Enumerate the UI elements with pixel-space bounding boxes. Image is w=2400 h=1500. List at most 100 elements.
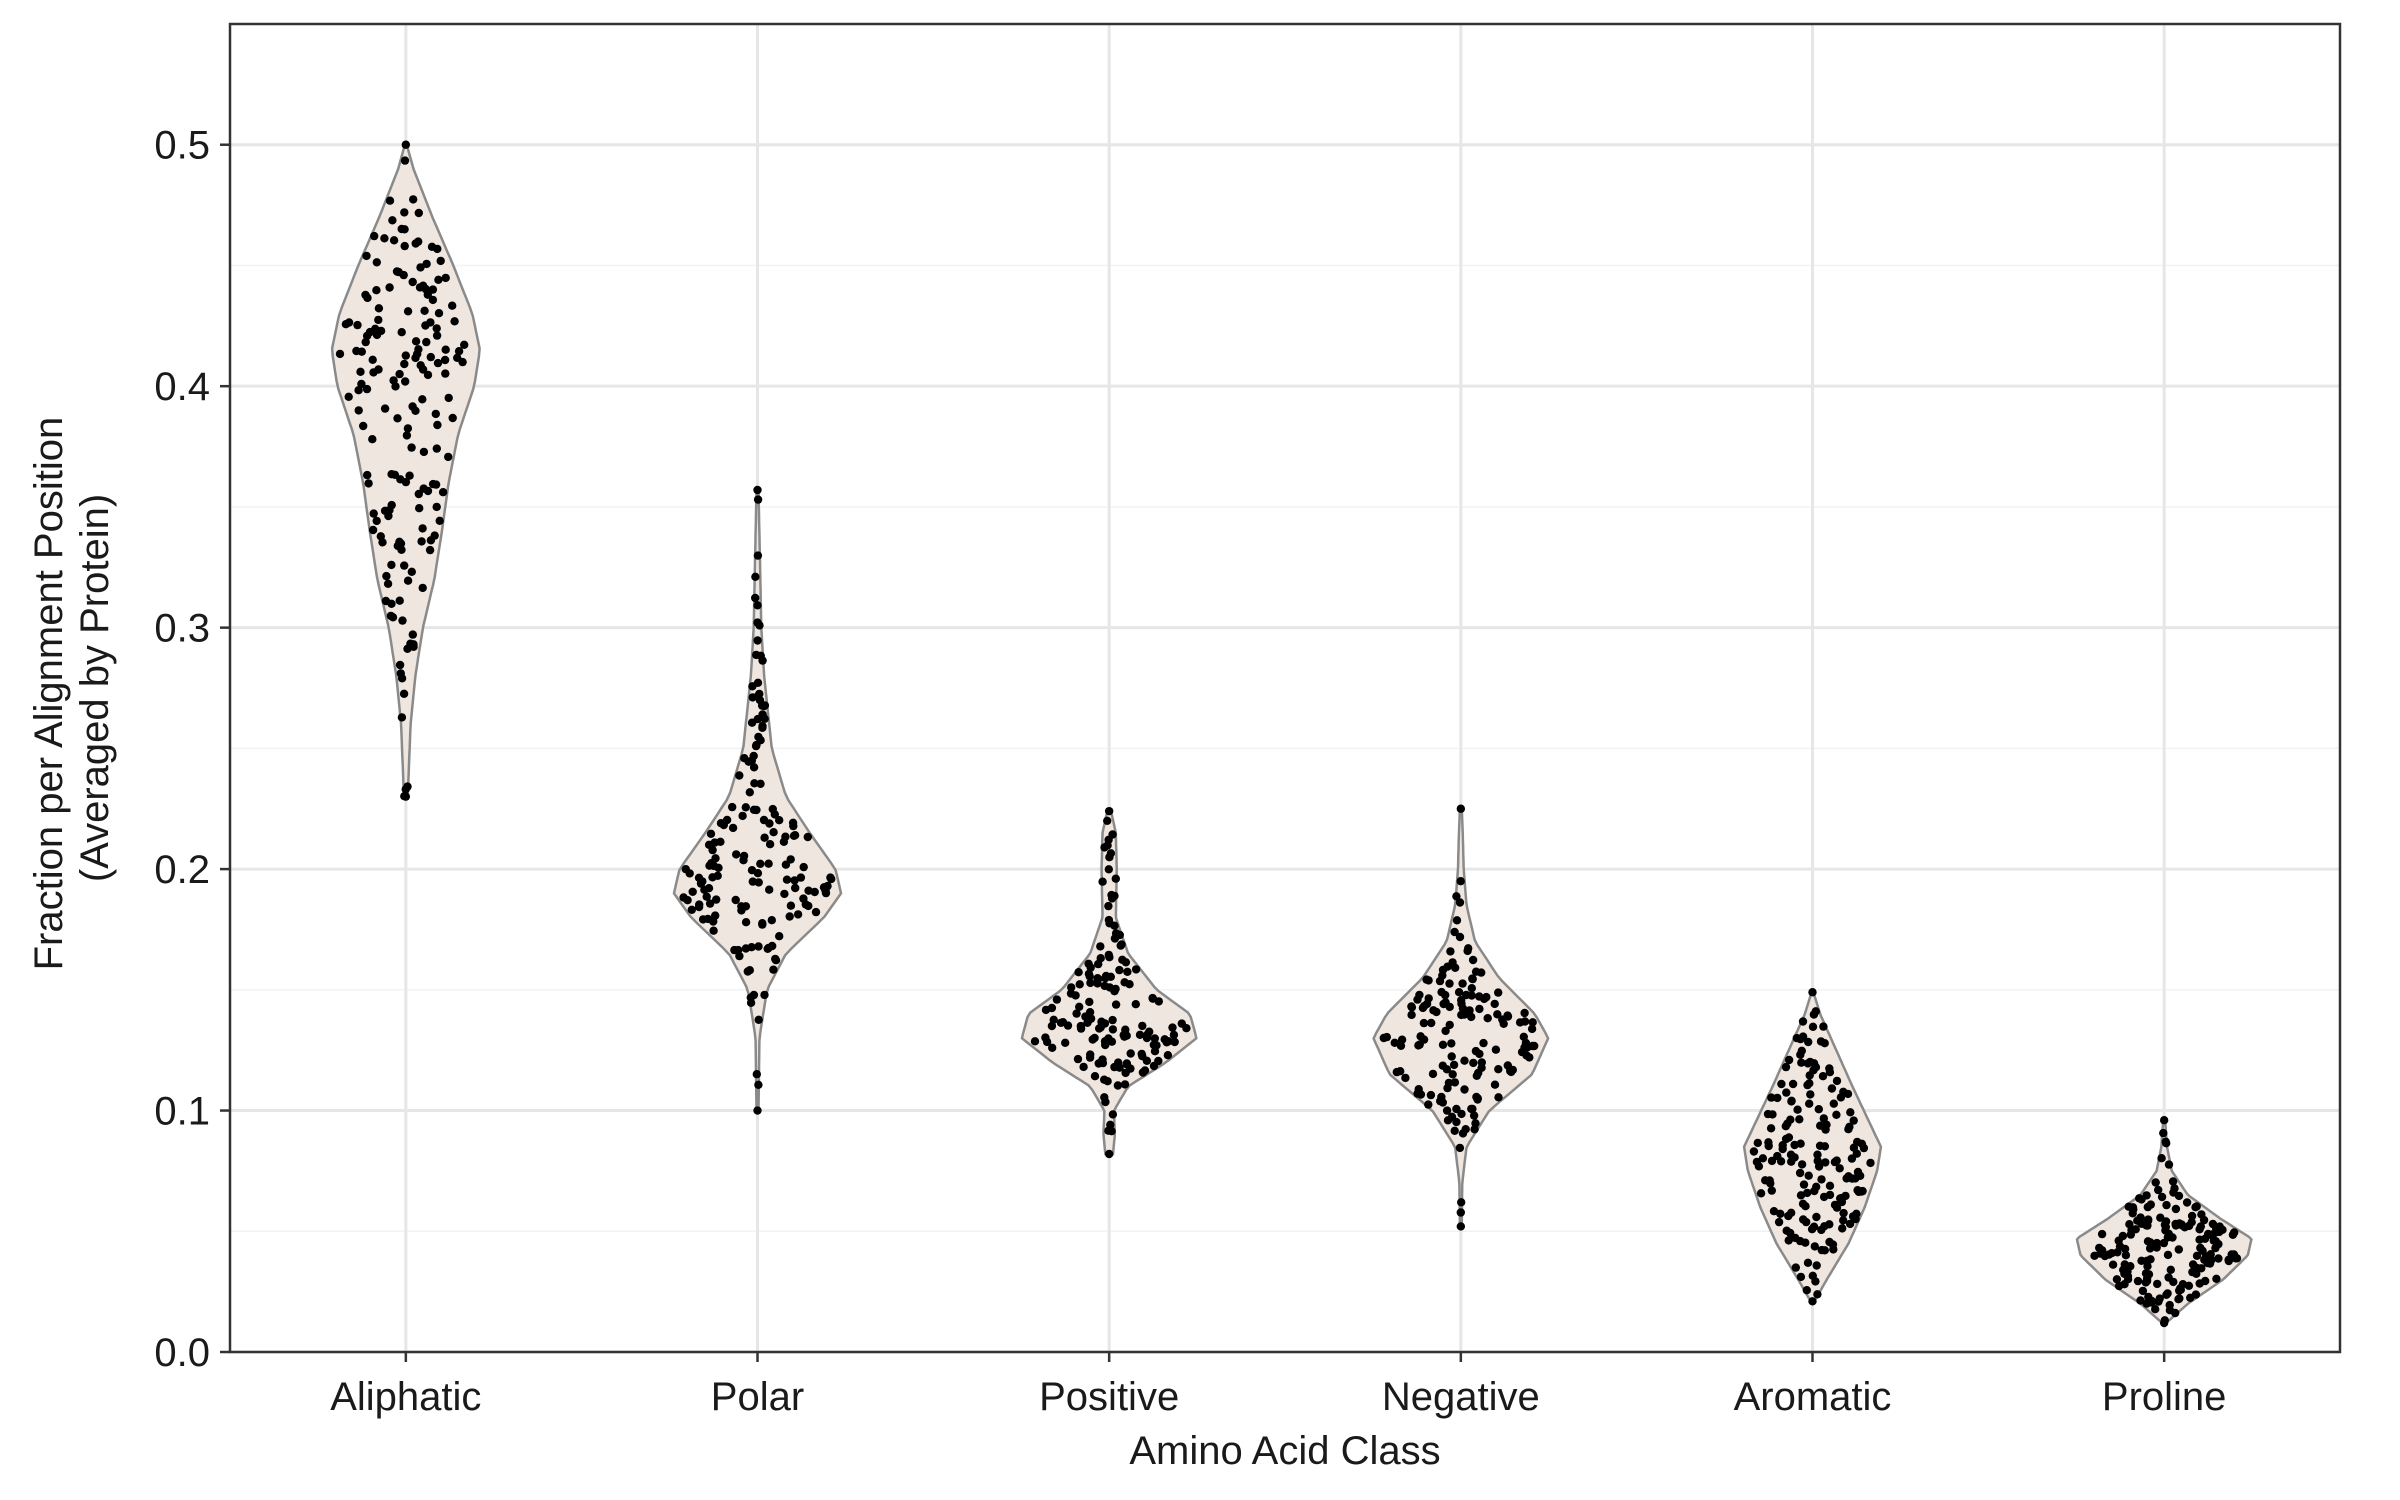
data-point bbox=[1490, 1080, 1500, 1089]
x-tick-label: Positive bbox=[1039, 1375, 1179, 1419]
data-point bbox=[763, 944, 772, 953]
data-point bbox=[753, 636, 762, 645]
data-point bbox=[1808, 988, 1817, 997]
data-point bbox=[441, 273, 450, 283]
data-point bbox=[444, 452, 453, 462]
data-point bbox=[432, 444, 441, 453]
data-point bbox=[1465, 1006, 1474, 1015]
data-point bbox=[1418, 1003, 1428, 1013]
data-point bbox=[395, 369, 404, 379]
data-point bbox=[401, 140, 411, 149]
data-point bbox=[1827, 1084, 1837, 1093]
data-point bbox=[740, 754, 749, 763]
data-point bbox=[408, 630, 417, 639]
data-point bbox=[380, 404, 390, 413]
data-point bbox=[1452, 1104, 1461, 1114]
data-point bbox=[700, 885, 709, 894]
data-point bbox=[365, 327, 375, 337]
data-point bbox=[1468, 974, 1477, 983]
y-tick-label: 0.5 bbox=[154, 124, 210, 168]
data-point bbox=[2138, 1286, 2148, 1296]
jitter-points bbox=[335, 140, 2242, 1328]
data-point bbox=[698, 877, 707, 886]
data-point bbox=[2135, 1194, 2144, 1203]
data-point bbox=[1104, 915, 1114, 925]
data-point bbox=[2187, 1218, 2196, 1227]
data-point bbox=[1138, 1052, 1147, 1061]
x-tick-label: Aliphatic bbox=[330, 1375, 481, 1419]
data-point bbox=[707, 859, 716, 868]
data-point bbox=[781, 860, 791, 869]
data-point bbox=[1445, 1020, 1454, 1030]
data-point bbox=[1407, 1010, 1416, 1020]
data-point bbox=[1121, 958, 1131, 967]
data-point bbox=[1859, 1143, 1869, 1153]
data-point bbox=[441, 369, 450, 378]
data-point bbox=[2120, 1280, 2129, 1289]
data-point bbox=[380, 234, 389, 243]
data-point bbox=[1094, 959, 1103, 969]
data-point bbox=[1822, 1120, 1831, 1129]
data-point bbox=[728, 823, 738, 833]
data-point bbox=[1460, 1056, 1469, 1065]
data-point bbox=[1832, 1110, 1841, 1120]
data-point bbox=[1816, 1037, 1826, 1046]
data-point bbox=[1832, 1156, 1841, 1165]
data-point bbox=[1491, 1045, 1501, 1054]
data-point bbox=[1086, 963, 1095, 972]
data-point bbox=[1115, 930, 1125, 940]
data-point bbox=[2187, 1211, 2197, 1221]
data-point bbox=[1120, 1080, 1130, 1089]
data-point bbox=[1805, 1099, 1814, 1108]
data-point bbox=[1100, 1075, 1109, 1084]
data-point bbox=[753, 601, 762, 610]
plot-panel-border bbox=[228, 22, 2342, 1354]
data-point bbox=[1853, 1167, 1863, 1177]
data-point bbox=[2125, 1220, 2134, 1229]
grid-lines bbox=[230, 24, 2340, 1354]
data-point bbox=[2121, 1251, 2131, 1260]
data-point bbox=[1825, 1237, 1834, 1247]
data-point bbox=[1104, 806, 1114, 816]
data-point bbox=[738, 811, 747, 821]
data-point bbox=[1838, 1224, 1847, 1233]
data-point bbox=[1845, 1122, 1854, 1132]
x-tick-label: Aromatic bbox=[1734, 1375, 1892, 1419]
data-point bbox=[2146, 1238, 2155, 1247]
data-point bbox=[1138, 1068, 1148, 1077]
data-point bbox=[1825, 1064, 1834, 1073]
data-point bbox=[400, 156, 410, 165]
data-point bbox=[1825, 1220, 1834, 1229]
data-point bbox=[1170, 1037, 1179, 1047]
data-point bbox=[415, 504, 424, 513]
data-point bbox=[426, 536, 436, 545]
data-point bbox=[401, 792, 411, 801]
data-point bbox=[433, 358, 443, 368]
data-point bbox=[2152, 1243, 2161, 1252]
data-point bbox=[769, 828, 778, 837]
data-point bbox=[1101, 973, 1110, 983]
y-tick-label: 0.2 bbox=[154, 848, 210, 892]
data-point bbox=[2157, 1154, 2166, 1163]
data-point bbox=[755, 689, 764, 699]
data-point bbox=[1090, 1072, 1100, 1081]
data-point bbox=[411, 337, 421, 346]
data-point bbox=[2166, 1265, 2175, 1275]
data-point bbox=[1415, 1040, 1424, 1049]
data-point bbox=[2196, 1222, 2205, 1231]
data-point bbox=[385, 196, 395, 205]
data-point bbox=[357, 379, 366, 389]
data-point bbox=[779, 837, 789, 846]
data-point bbox=[1075, 1002, 1084, 1011]
data-point bbox=[765, 840, 775, 849]
data-point bbox=[1846, 1108, 1855, 1117]
data-point bbox=[1450, 1078, 1460, 1087]
data-point bbox=[403, 424, 413, 433]
data-point bbox=[1088, 1035, 1097, 1044]
data-point bbox=[2146, 1200, 2155, 1209]
data-point bbox=[709, 917, 718, 926]
data-point bbox=[431, 409, 440, 419]
data-point bbox=[1821, 1158, 1830, 1167]
data-point bbox=[418, 524, 427, 533]
